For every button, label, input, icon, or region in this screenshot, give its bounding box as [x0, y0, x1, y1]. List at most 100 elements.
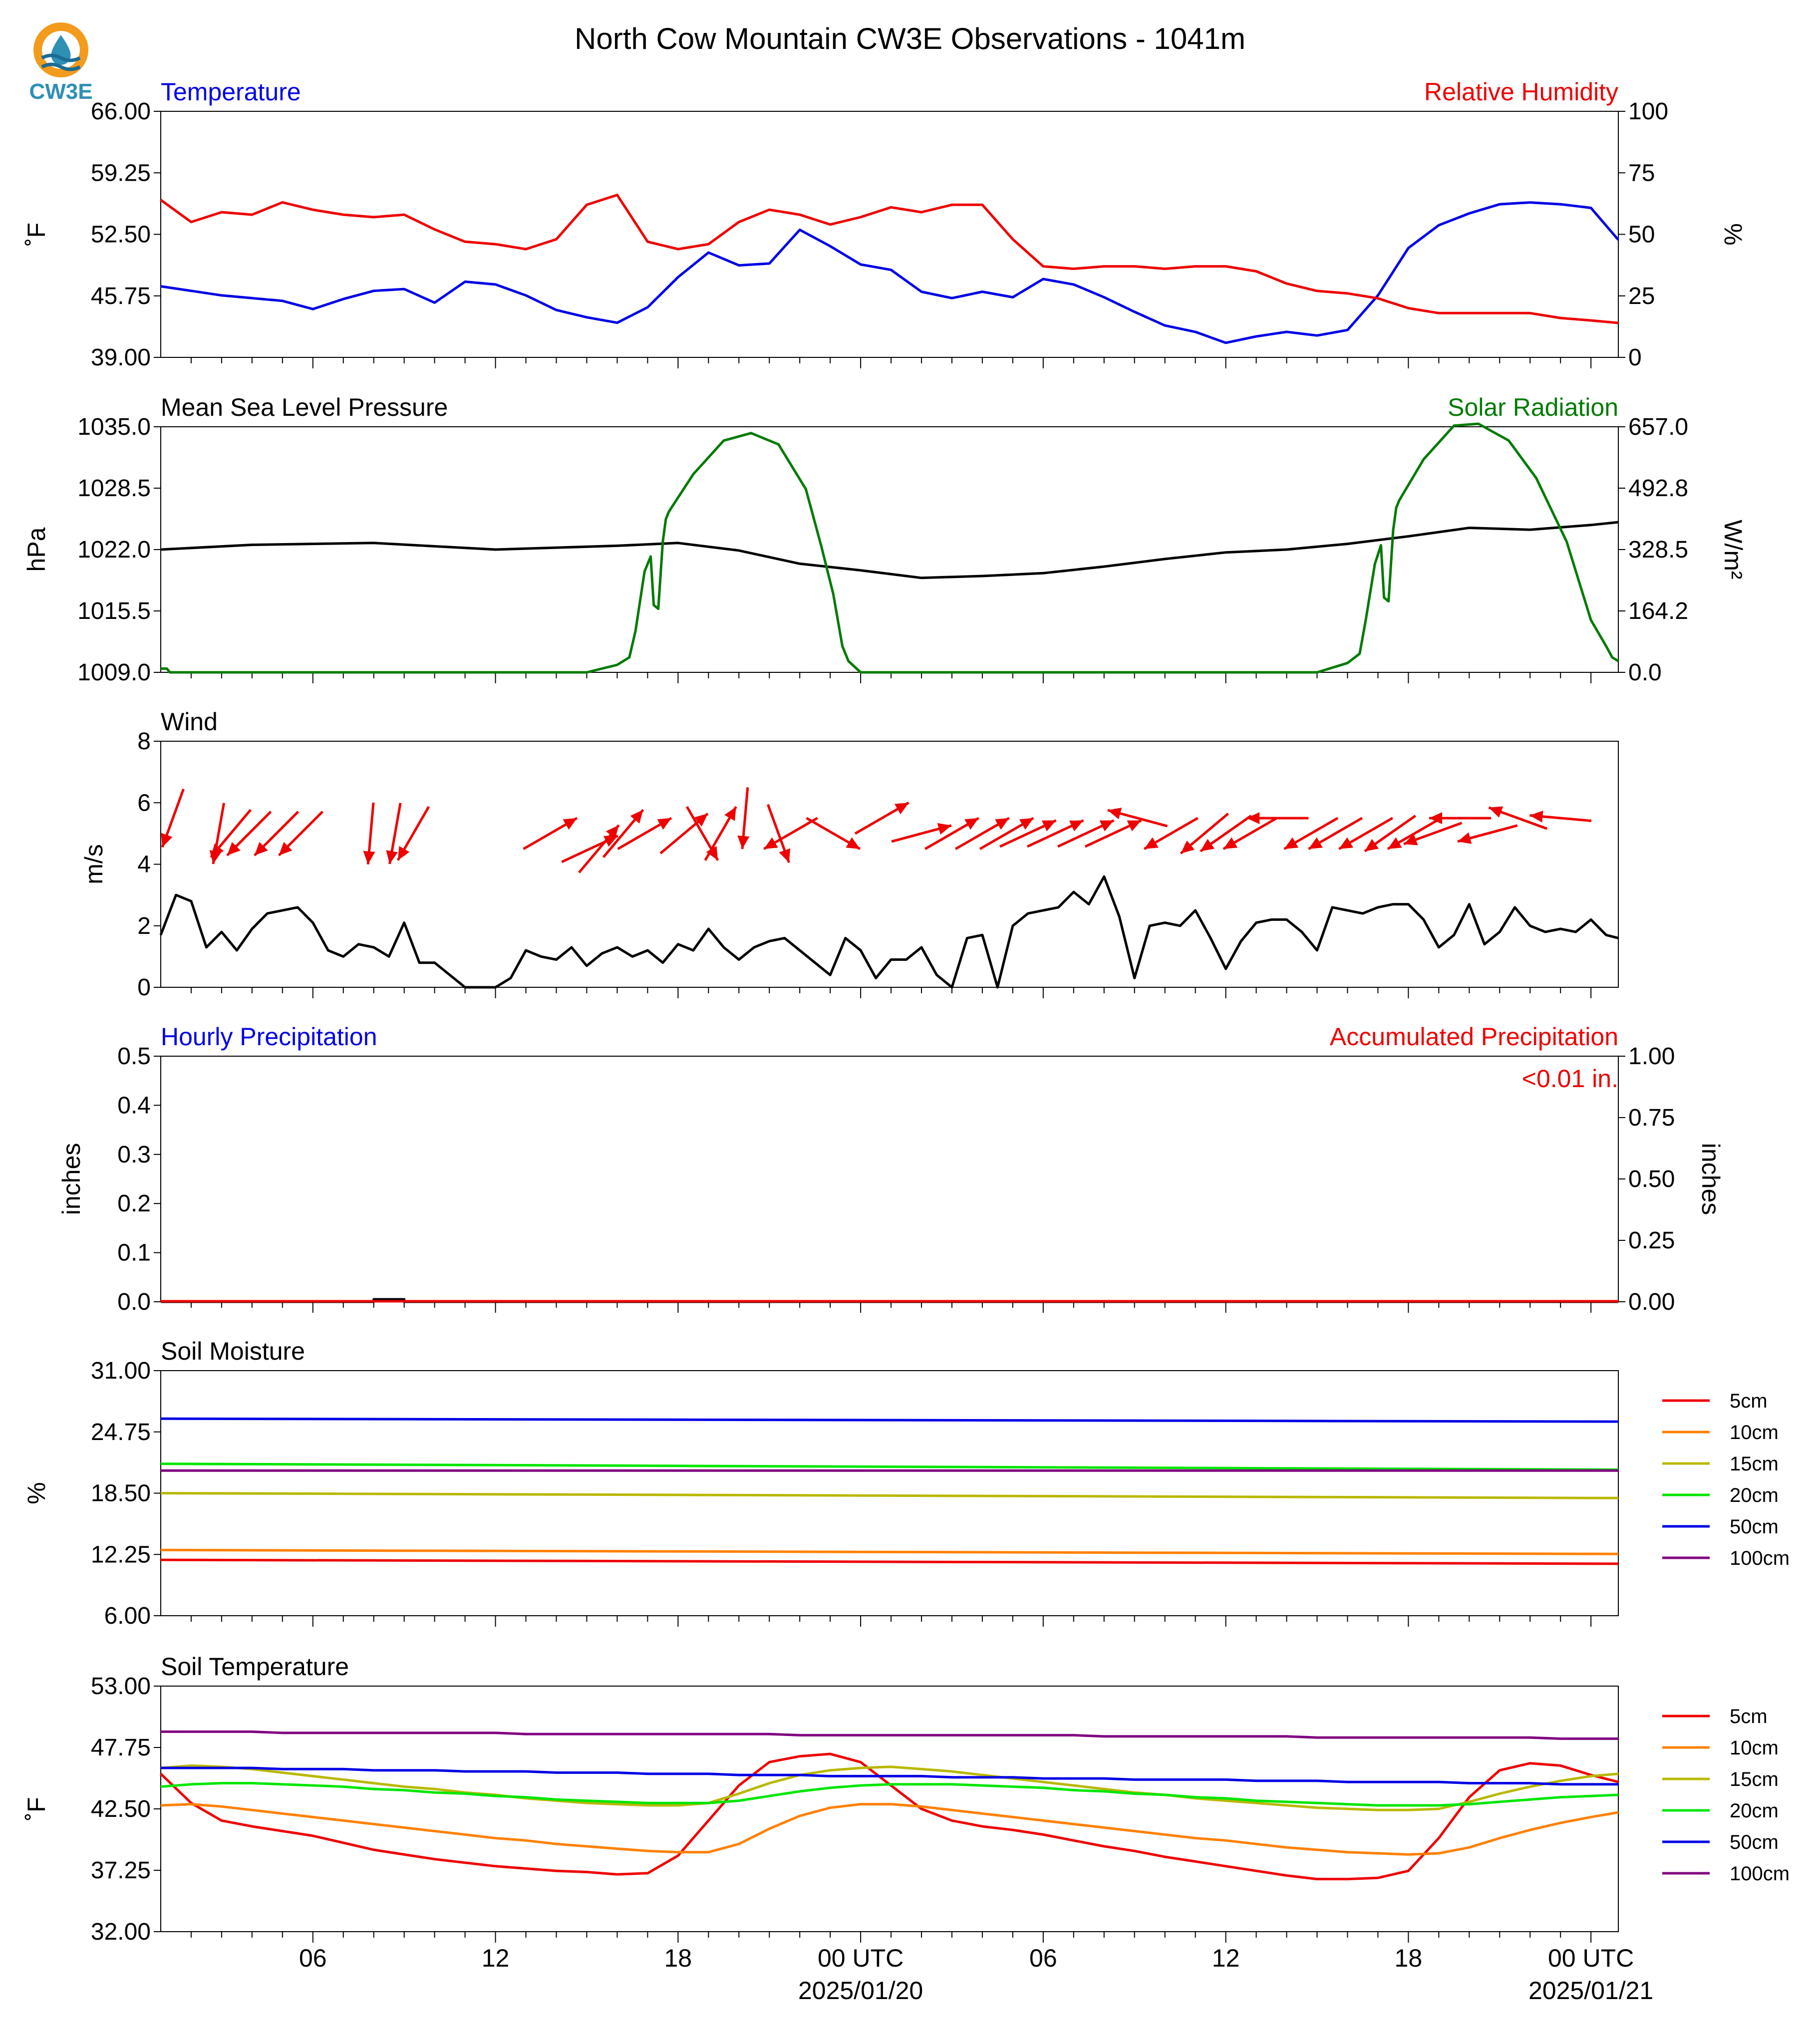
series-line-solar-radiation	[161, 422, 1619, 674]
y-tick-label: 6.00	[104, 1603, 151, 1629]
wind-arrow-head	[254, 842, 268, 856]
series-line-wind	[159, 875, 1619, 989]
panel-precipitation: Hourly Precipitation Accumulated Precipit…	[57, 1023, 1725, 1315]
legend-label: 50cm	[1730, 1516, 1779, 1538]
wind-arrow-head	[1200, 839, 1215, 852]
series-line-10cm	[160, 1548, 1619, 1555]
wind-arrow-head	[657, 818, 671, 830]
wind-arrow-head	[606, 825, 619, 839]
wind-arrow-head	[363, 851, 375, 865]
y-right-axis-label: inches	[1697, 1143, 1725, 1215]
legend-label: 50cm	[1730, 1831, 1779, 1853]
y-tick-label: 0	[137, 974, 151, 1001]
panel-left-title: Hourly Precipitation	[161, 1023, 377, 1051]
y-tick-label: 0.5	[117, 1043, 151, 1070]
x-tick-label: 00 UTC	[818, 1944, 904, 1972]
y-axis-label: %	[22, 1482, 50, 1504]
wind-arrow-head	[937, 823, 951, 835]
precip-total-annotation: <0.01 in.	[1522, 1065, 1618, 1093]
wind-arrow-head	[279, 842, 293, 856]
panel-left-title: Mean Sea Level Pressure	[161, 393, 448, 421]
y-axis-label: inches	[57, 1143, 85, 1215]
y-tick-label: 18.50	[91, 1480, 151, 1507]
series-line-5cm	[160, 1558, 1619, 1565]
y-tick-label: 8	[137, 728, 151, 755]
wind-arrow-head	[1365, 839, 1379, 852]
legend-label: 5cm	[1730, 1390, 1768, 1412]
y-right-axis-label: W/m²	[1719, 520, 1747, 579]
x-axis-labels: 06 12 18 00 UTC 06 12 18 00 UTC 2025/01/20 2025/0…	[299, 1944, 1653, 2005]
x-tick-label: 12	[1212, 1944, 1240, 1972]
series-line-20cm	[160, 1462, 1619, 1471]
wind-arrow-head	[1339, 837, 1353, 849]
wind-arrow-head	[894, 803, 909, 815]
y-tick-label: 0.3	[117, 1142, 151, 1168]
y-right-tick-label: 0.00	[1628, 1289, 1675, 1315]
y-tick-label: 24.75	[91, 1419, 151, 1446]
legend: 5cm 10cm 15cm 20cm 50cm 100cm	[1662, 1706, 1790, 1885]
y-right-tick-label: 0	[1628, 344, 1642, 371]
wind-arrow-head	[1223, 837, 1238, 849]
y-tick-label: 39.00	[91, 344, 151, 371]
x-date-label: 2025/01/20	[798, 1977, 923, 2005]
y-right-tick-label: 1.00	[1628, 1043, 1675, 1070]
x-tick-label: 18	[664, 1944, 692, 1972]
panel-right-title: Relative Humidity	[1424, 78, 1618, 106]
wind-arrow-head	[737, 835, 750, 849]
y-right-tick-label: 164.2	[1628, 598, 1688, 624]
wind-arrow-head	[964, 818, 979, 830]
wind-arrow-head	[211, 843, 224, 858]
y-right-tick-label: 25	[1628, 283, 1655, 309]
wind-arrow-head	[397, 846, 410, 861]
panel-right-title: Accumulated Precipitation	[1330, 1023, 1618, 1051]
y-tick-label: 31.00	[91, 1358, 151, 1384]
series-line-10cm	[160, 1803, 1619, 1856]
y-tick-label: 0.2	[117, 1190, 151, 1217]
legend-label: 5cm	[1730, 1706, 1768, 1728]
y-right-tick-label: 0.25	[1628, 1227, 1675, 1254]
series-line-relative-humidity	[160, 194, 1619, 324]
panel-left-title: Soil Temperature	[161, 1653, 349, 1681]
y-tick-label: 52.50	[91, 222, 151, 248]
panel-temperature_humidity: Temperature Relative Humidity 66.00 59.25 52…	[22, 78, 1747, 371]
y-tick-label: 0.4	[117, 1092, 151, 1119]
panel-left-title: Temperature	[161, 78, 301, 106]
wind-arrow-head	[386, 850, 398, 864]
wind-arrow-head	[995, 818, 1009, 830]
wind-arrow-head	[1127, 820, 1142, 832]
y-right-tick-label: 50	[1628, 222, 1655, 248]
wind-arrow-head	[1246, 812, 1260, 825]
wind-arrow-head	[1019, 818, 1034, 830]
x-tick-label: 18	[1395, 1944, 1423, 1972]
panel-left-title: Soil Moisture	[161, 1337, 305, 1365]
y-tick-label: 45.75	[91, 283, 151, 309]
panel-wind: Wind 8 6 4 2 0 m/s	[80, 708, 1619, 1001]
wind-arrow-head	[1387, 837, 1402, 849]
legend-label: 20cm	[1730, 1484, 1779, 1506]
y-axis-label: ˚F	[22, 1797, 50, 1820]
y-tick-label: 53.00	[91, 1673, 151, 1700]
y-right-axis-label: %	[1719, 223, 1747, 245]
series-line-50cm	[160, 1417, 1619, 1423]
y-right-tick-label: 328.5	[1628, 537, 1688, 563]
wind-arrow-head	[1403, 834, 1418, 846]
wind-arrow-head	[706, 846, 718, 861]
y-tick-label: 37.25	[91, 1857, 151, 1884]
y-tick-label: 4	[137, 852, 151, 878]
series-line-mean-sea-level-pressure	[160, 521, 1619, 579]
wind-arrow-head	[1181, 840, 1195, 854]
wind-arrow-head	[227, 842, 241, 856]
wind-arrow-head	[694, 814, 708, 827]
wind-arrow-head	[1069, 820, 1084, 832]
legend-label: 15cm	[1730, 1768, 1779, 1790]
legend-label: 15cm	[1730, 1453, 1779, 1475]
series-line-15cm	[160, 1764, 1619, 1811]
logo-text: CW3E	[29, 79, 92, 104]
y-tick-label: 1015.5	[77, 598, 151, 624]
y-tick-label: 12.25	[91, 1541, 151, 1568]
y-tick-label: 47.75	[91, 1735, 151, 1761]
wind-arrow-head	[1308, 837, 1323, 849]
y-tick-label: 0.0	[117, 1289, 151, 1315]
y-tick-label: 0.1	[117, 1240, 151, 1266]
